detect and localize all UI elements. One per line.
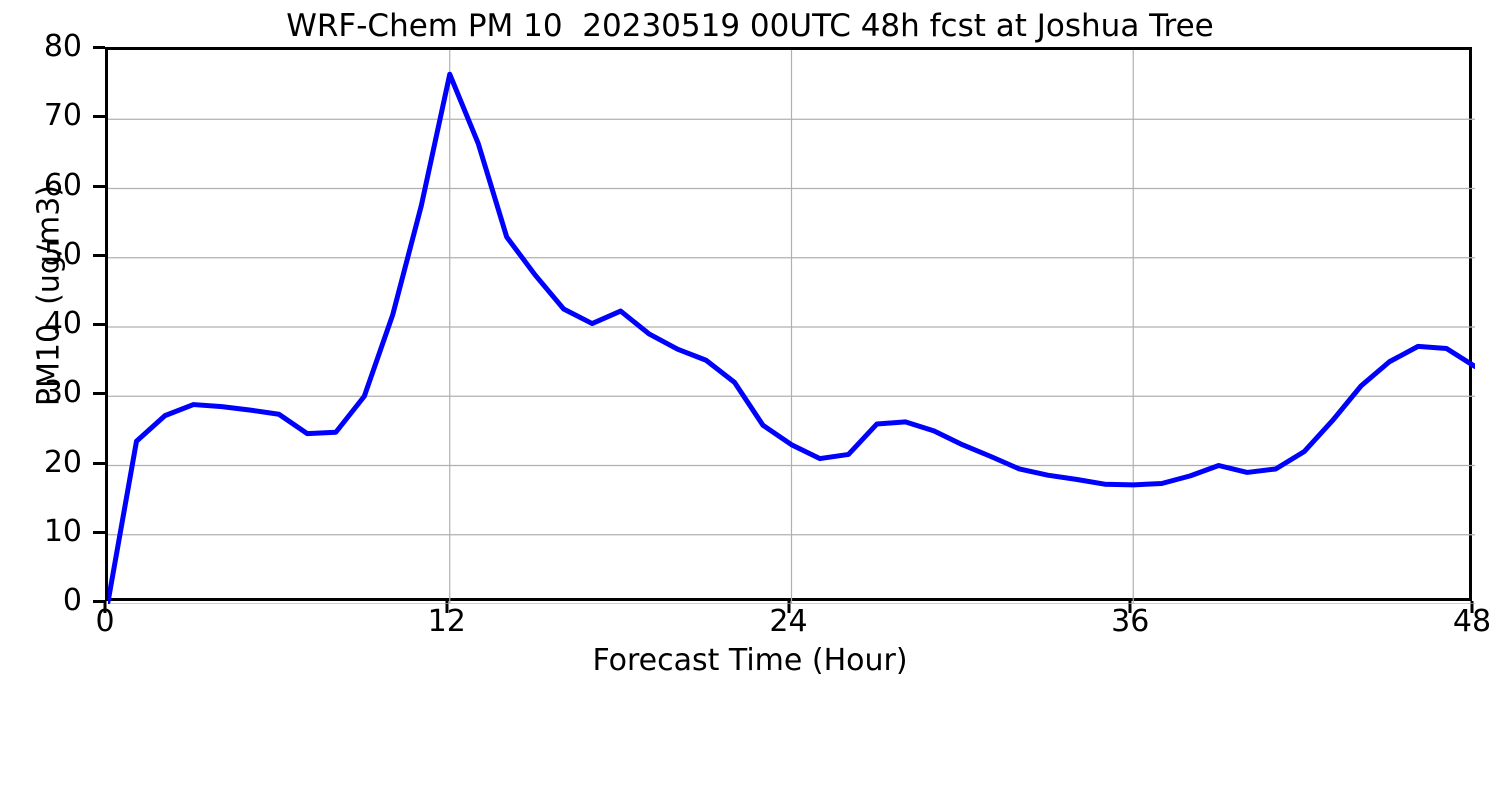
y-tickmark	[93, 600, 105, 603]
x-tickmark	[445, 601, 449, 613]
pm10-data-line	[108, 71, 1475, 604]
y-tick-label: 60	[43, 167, 82, 203]
y-tickmark	[93, 184, 105, 188]
x-tickmark	[103, 601, 107, 613]
x-axis-label: Forecast Time (Hour)	[592, 643, 908, 678]
y-tickmark	[93, 115, 105, 119]
y-tickmark	[93, 392, 105, 396]
x-tickmark	[1470, 601, 1474, 613]
x-tickmark	[1128, 601, 1132, 613]
y-tickmark	[93, 46, 105, 49]
y-tickmark	[93, 530, 105, 534]
gridlines	[108, 50, 1475, 604]
y-tickmark	[93, 461, 105, 465]
plot-area	[105, 47, 1475, 604]
x-tickmark	[787, 601, 790, 613]
y-tick-label: 80	[43, 29, 82, 64]
y-tick-label: 0	[62, 583, 82, 618]
x-tick-label: 0	[95, 604, 115, 639]
y-tickmark	[93, 323, 105, 326]
y-tick-label: 70	[43, 98, 82, 134]
chart-title: WRF-Chem PM 10 20230519 00UTC 48h fcst a…	[286, 8, 1214, 44]
y-tick-label: 10	[43, 513, 82, 549]
y-axis-label: PM10 (ug/m3)	[31, 184, 67, 407]
plot-svg	[108, 50, 1475, 604]
y-tick-label: 30	[43, 375, 82, 411]
y-tick-label: 50	[43, 236, 82, 272]
y-tick-label: 40	[43, 306, 82, 341]
y-tick-label: 20	[43, 444, 82, 480]
y-tickmark	[93, 253, 105, 257]
